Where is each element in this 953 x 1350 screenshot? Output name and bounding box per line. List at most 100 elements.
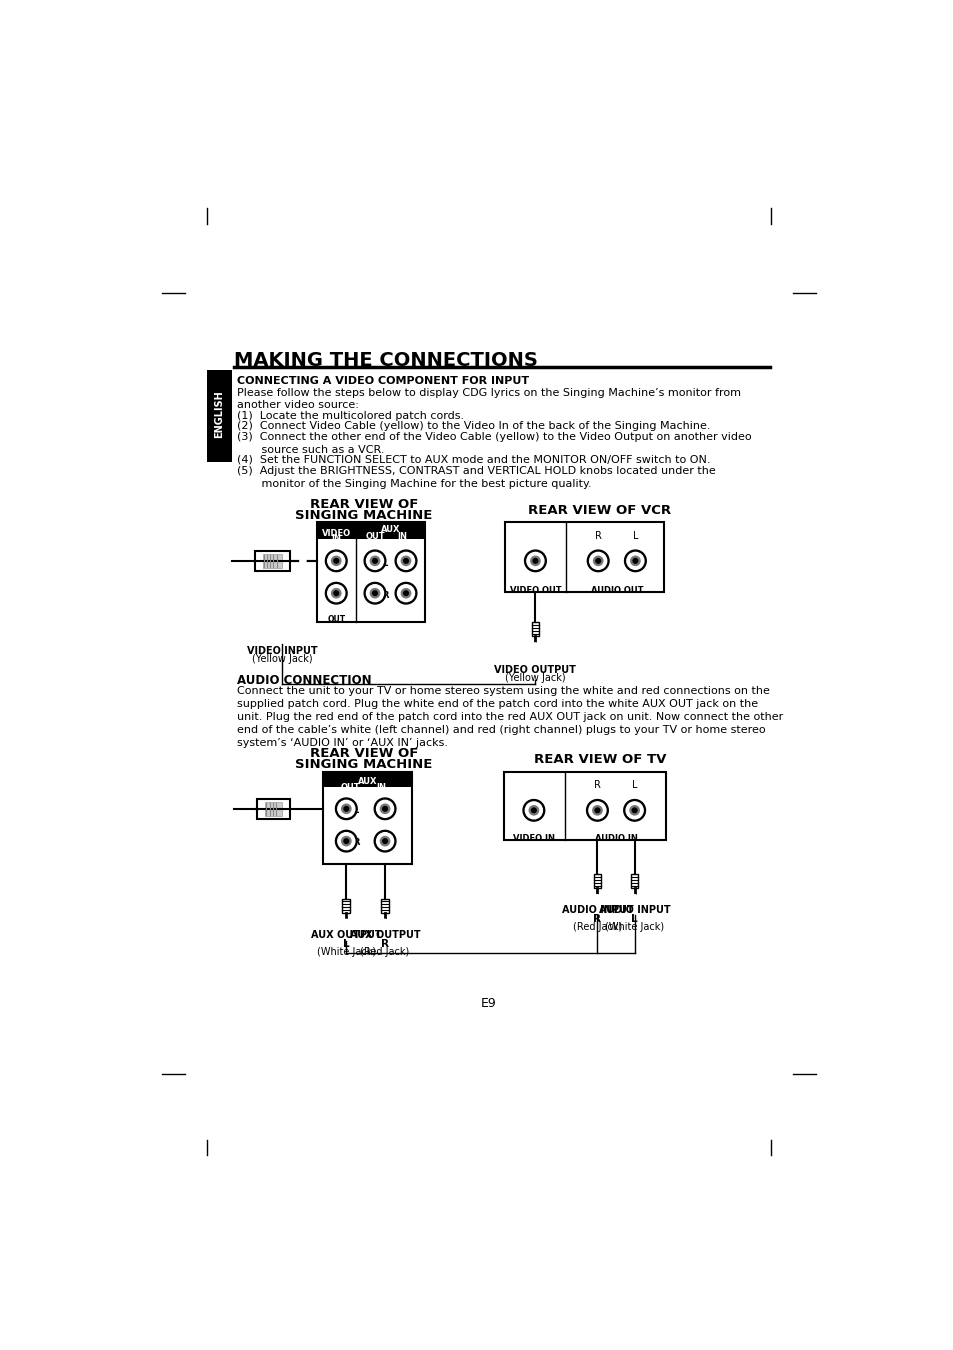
Circle shape	[373, 559, 377, 563]
Bar	[323, 772, 412, 864]
Text: VIDEO INPUT: VIDEO INPUT	[247, 645, 317, 656]
Text: IN: IN	[331, 533, 341, 543]
Text: OUT: OUT	[327, 614, 345, 624]
Circle shape	[380, 837, 390, 845]
Text: REAR VIEW OF: REAR VIEW OF	[310, 747, 418, 760]
Circle shape	[325, 549, 347, 571]
Text: L: L	[381, 559, 387, 567]
Circle shape	[632, 809, 637, 813]
Circle shape	[335, 830, 356, 852]
Circle shape	[626, 552, 643, 570]
Text: OUT: OUT	[365, 532, 384, 540]
Circle shape	[403, 591, 408, 595]
Circle shape	[625, 802, 642, 819]
Bar	[531, 622, 538, 636]
Bar	[381, 899, 389, 913]
Text: L: L	[631, 780, 637, 790]
Circle shape	[337, 833, 355, 849]
Circle shape	[592, 806, 601, 815]
Circle shape	[344, 806, 348, 811]
Text: AUX: AUX	[380, 525, 400, 533]
Text: Connect the unit to your TV or home stereo system using the white and red connec: Connect the unit to your TV or home ster…	[236, 686, 782, 748]
Circle shape	[397, 585, 415, 602]
Circle shape	[589, 552, 606, 570]
Circle shape	[401, 556, 410, 566]
Circle shape	[631, 895, 637, 900]
Text: AUX OUTPUT: AUX OUTPUT	[311, 930, 381, 940]
Bar	[630, 875, 638, 888]
Bar	[257, 799, 290, 819]
Text: OUT: OUT	[340, 783, 359, 791]
Circle shape	[370, 556, 379, 566]
Circle shape	[328, 552, 344, 570]
Circle shape	[366, 585, 383, 602]
Circle shape	[531, 809, 536, 813]
Circle shape	[364, 582, 385, 603]
Circle shape	[633, 559, 637, 563]
Bar	[505, 522, 663, 591]
Text: IN: IN	[396, 532, 407, 540]
Circle shape	[586, 799, 608, 821]
Text: REAR VIEW OF VCR: REAR VIEW OF VCR	[528, 504, 671, 517]
Circle shape	[588, 802, 605, 819]
Text: VIDEO IN: VIDEO IN	[513, 834, 555, 844]
Text: R: R	[594, 780, 600, 790]
Circle shape	[382, 806, 387, 811]
Bar	[323, 772, 412, 864]
Text: Please follow the steps below to display CDG lyrics on the Singing Machine’s mon: Please follow the steps below to display…	[236, 387, 740, 410]
Text: E9: E9	[480, 998, 497, 1010]
Circle shape	[374, 830, 395, 852]
Circle shape	[524, 549, 546, 571]
Bar	[262, 554, 282, 568]
Text: R: R	[381, 591, 388, 599]
Text: ENGLISH: ENGLISH	[214, 390, 224, 437]
Circle shape	[624, 549, 645, 571]
Circle shape	[328, 585, 344, 602]
Circle shape	[630, 556, 639, 566]
Text: L: L	[353, 806, 358, 814]
Circle shape	[525, 802, 542, 819]
Bar	[265, 802, 282, 815]
Text: AUDIO IN: AUDIO IN	[594, 834, 637, 844]
Text: AUDIO INPUT: AUDIO INPUT	[598, 904, 670, 915]
Circle shape	[529, 806, 537, 815]
Bar	[207, 370, 233, 462]
Circle shape	[325, 582, 347, 603]
Text: (2)  Connect Video Cable (yellow) to the Video In of the back of the Singing Mac: (2) Connect Video Cable (yellow) to the …	[236, 421, 710, 432]
Circle shape	[596, 559, 599, 563]
Circle shape	[334, 559, 338, 563]
Text: AUDIO INPUT: AUDIO INPUT	[561, 904, 633, 915]
Circle shape	[335, 798, 356, 819]
Text: VIDEO: VIDEO	[321, 528, 351, 537]
Text: (Yellow Jack): (Yellow Jack)	[504, 674, 565, 683]
Text: REAR VIEW OF TV: REAR VIEW OF TV	[533, 752, 665, 765]
Circle shape	[380, 805, 390, 814]
Circle shape	[370, 589, 379, 598]
Circle shape	[593, 556, 602, 566]
Circle shape	[366, 552, 383, 570]
Text: VIDEO OUTPUT: VIDEO OUTPUT	[494, 664, 576, 675]
Text: (Yellow Jack): (Yellow Jack)	[252, 653, 312, 664]
Circle shape	[526, 552, 543, 570]
Circle shape	[623, 799, 645, 821]
Bar	[254, 551, 290, 571]
Circle shape	[382, 838, 387, 844]
Circle shape	[382, 919, 387, 925]
Text: (4)  Set the FUNCTION SELECT to AUX mode and the MONITOR ON/OFF switch to ON.: (4) Set the FUNCTION SELECT to AUX mode …	[236, 455, 710, 464]
Circle shape	[532, 643, 537, 648]
Text: IN: IN	[375, 783, 386, 791]
Text: AUDIO OUT: AUDIO OUT	[590, 586, 642, 595]
Text: R: R	[593, 914, 600, 925]
Text: CONNECTING A VIDEO COMPONENT FOR INPUT: CONNECTING A VIDEO COMPONENT FOR INPUT	[236, 377, 529, 386]
Circle shape	[373, 591, 377, 595]
Circle shape	[595, 809, 599, 813]
Bar	[504, 772, 665, 840]
Circle shape	[337, 801, 355, 817]
Circle shape	[395, 582, 416, 603]
Text: L: L	[631, 914, 638, 925]
Text: L: L	[632, 531, 638, 541]
Text: R: R	[594, 531, 601, 541]
Circle shape	[341, 837, 351, 845]
Circle shape	[533, 559, 537, 563]
Circle shape	[376, 801, 394, 817]
